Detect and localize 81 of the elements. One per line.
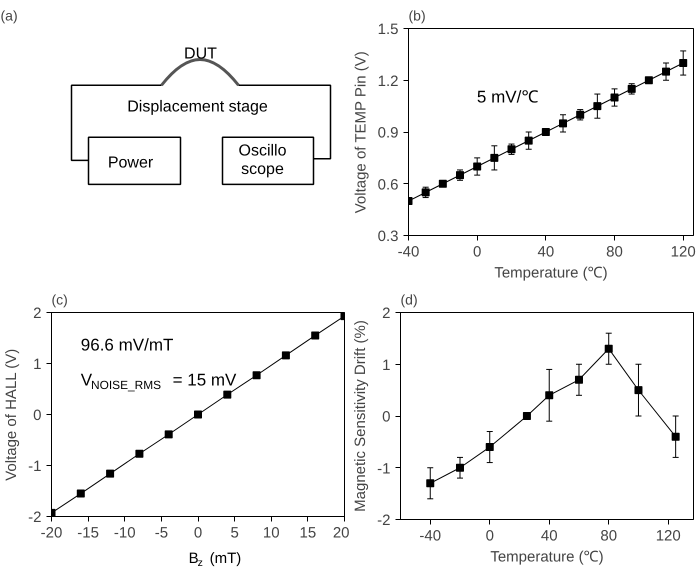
point xyxy=(542,128,550,136)
point xyxy=(644,76,653,84)
chart-title: (c) xyxy=(52,292,68,308)
y-tick-label: 1.5 xyxy=(378,21,399,38)
point xyxy=(438,180,447,188)
y-tick-label: 1 xyxy=(382,356,390,374)
y-tick-label: 0 xyxy=(33,407,42,424)
x-tick-label: 120 xyxy=(656,528,681,544)
point xyxy=(473,162,482,170)
point xyxy=(194,410,202,418)
point xyxy=(426,479,434,488)
chart-title: (b) xyxy=(408,8,426,24)
y-tick-label: -2 xyxy=(28,509,42,526)
point xyxy=(628,84,636,93)
x-axis-title: Temperature (℃) xyxy=(490,548,604,566)
point xyxy=(223,390,232,399)
point xyxy=(76,490,85,498)
point xyxy=(524,136,533,145)
x-tick-label: 0 xyxy=(473,244,482,260)
point xyxy=(662,68,670,76)
y-tick-label: 0.6 xyxy=(378,176,399,194)
text: (a) xyxy=(0,8,18,24)
x-tick-label: 0 xyxy=(486,528,494,544)
x-tick-label: -15 xyxy=(77,524,99,542)
y-axis-title: Voltage of TEMP Pin (V) xyxy=(352,51,370,214)
x-tick-label: 20 xyxy=(332,524,350,542)
text: Power xyxy=(108,154,154,172)
x-tick-label: 120 xyxy=(670,244,696,260)
x-tick-label: 40 xyxy=(538,244,554,260)
point xyxy=(456,171,464,180)
point xyxy=(574,376,583,384)
y-tick-label: 2 xyxy=(33,305,42,322)
chart-title: (d) xyxy=(400,292,418,308)
y-tick-label: 1.2 xyxy=(378,72,399,90)
annotation: 5 mV/℃ xyxy=(476,87,538,106)
point xyxy=(486,443,494,452)
point xyxy=(610,94,619,102)
y-axis-title: Voltage of HALL (V) xyxy=(3,348,20,481)
x-tick-label: -5 xyxy=(154,524,168,542)
x-tick-label: 80 xyxy=(606,244,623,260)
y-tick-label: -1 xyxy=(377,460,391,478)
point xyxy=(456,464,464,472)
x-tick-label: 10 xyxy=(262,524,280,542)
annotation: 96.6 mV/mT xyxy=(80,336,174,355)
point xyxy=(679,59,688,67)
x-axis-title: Temperature (℃) xyxy=(494,264,608,282)
x-tick-label: 15 xyxy=(300,524,316,542)
y-tick-label: 0.3 xyxy=(378,228,399,245)
point xyxy=(490,154,498,162)
x-tick-label: -20 xyxy=(40,524,62,542)
text: Displacement stage xyxy=(127,98,268,116)
point xyxy=(164,430,173,438)
point xyxy=(422,188,430,196)
text: Oscillo scope xyxy=(238,142,287,178)
point xyxy=(135,450,144,458)
point xyxy=(634,386,642,394)
point xyxy=(522,412,531,420)
point xyxy=(311,331,320,340)
x-tick-label: -40 xyxy=(419,528,442,544)
y-tick-label: 0 xyxy=(382,408,390,426)
x-tick-label: -10 xyxy=(114,524,136,542)
y-tick-label: 1 xyxy=(33,356,42,373)
point xyxy=(604,344,613,353)
point xyxy=(106,470,114,478)
y-tick-label: 0.9 xyxy=(378,124,399,142)
x-tick-label: 80 xyxy=(600,528,618,544)
y-tick-label: 2 xyxy=(382,305,390,322)
x-tick-label: 40 xyxy=(540,528,558,544)
point xyxy=(672,432,680,441)
y-axis-title: Magnetic Sensitivity Drift (%) xyxy=(352,320,370,512)
point xyxy=(559,119,568,128)
text: DUT xyxy=(184,46,218,63)
point xyxy=(593,102,602,110)
x-tick-label: 0 xyxy=(194,524,202,542)
y-tick-label: -2 xyxy=(377,512,391,529)
x-tick-label: -40 xyxy=(398,244,420,260)
point xyxy=(545,391,554,400)
x-tick-label: 5 xyxy=(230,524,239,542)
point xyxy=(252,371,261,380)
point xyxy=(282,351,290,360)
y-tick-label: -1 xyxy=(28,458,42,475)
